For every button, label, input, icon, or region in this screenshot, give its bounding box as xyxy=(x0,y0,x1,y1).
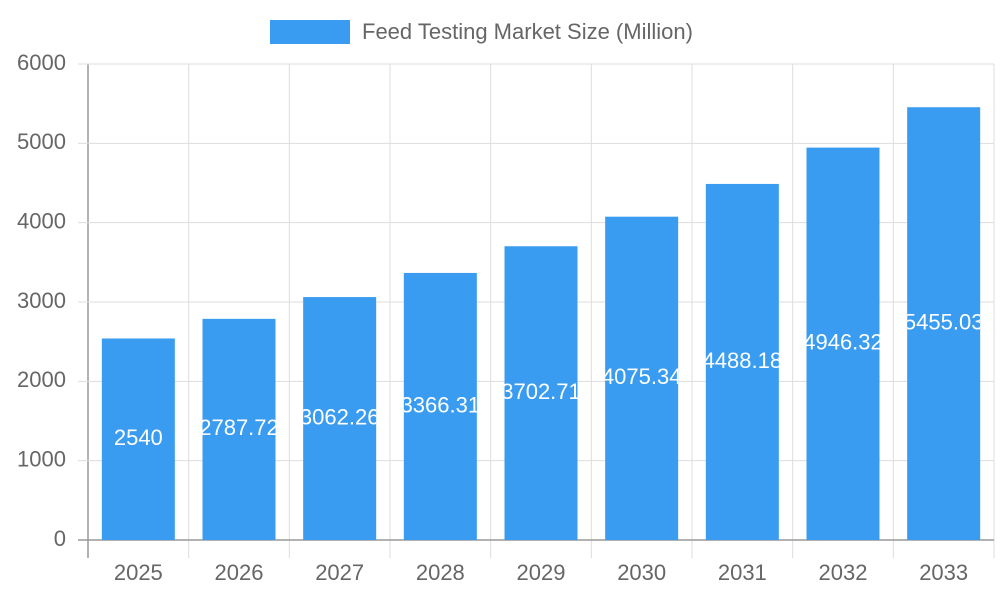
bar xyxy=(806,147,880,540)
y-tick-label: 6000 xyxy=(17,50,66,75)
data-label: 2540 xyxy=(114,425,163,450)
bar xyxy=(202,318,276,540)
bar xyxy=(605,216,679,540)
y-tick-label: 2000 xyxy=(17,367,66,392)
bar xyxy=(303,297,377,540)
bar xyxy=(504,246,578,540)
data-label: 3366.31 xyxy=(401,392,481,417)
legend-label: Feed Testing Market Size (Million) xyxy=(362,19,693,44)
data-label: 4075.34 xyxy=(602,364,682,389)
bar-label-clip: 2540 xyxy=(114,425,163,450)
bar xyxy=(907,107,981,540)
bar xyxy=(101,338,175,540)
x-tick-label: 2030 xyxy=(617,560,666,585)
x-tick-label: 2026 xyxy=(215,560,264,585)
bar xyxy=(705,183,779,540)
bar-label-clip: 4946.32 xyxy=(803,330,883,355)
data-label: 4488.18 xyxy=(703,348,783,373)
bar xyxy=(403,272,477,540)
bar-label-clip: 2787.72 xyxy=(199,415,279,440)
y-tick-label: 3000 xyxy=(17,288,66,313)
bar-label-clip: 3366.31 xyxy=(401,392,481,417)
data-label: 3702.71 xyxy=(501,379,581,404)
bar-label-clip: 3702.71 xyxy=(501,379,581,404)
x-tick-label: 2025 xyxy=(114,560,163,585)
y-tick-label: 1000 xyxy=(17,446,66,471)
data-label: 5455.03 xyxy=(904,309,984,334)
x-tick-label: 2032 xyxy=(819,560,868,585)
bar-label-clip: 4488.18 xyxy=(703,348,783,373)
x-tick-label: 2028 xyxy=(416,560,465,585)
data-label: 2787.72 xyxy=(199,415,279,440)
legend-swatch xyxy=(270,20,350,44)
x-tick-label: 2027 xyxy=(315,560,364,585)
data-label: 4946.32 xyxy=(803,330,883,355)
y-tick-label: 4000 xyxy=(17,208,66,233)
bar-label-clip: 4075.34 xyxy=(602,364,682,389)
bar-label-clip: 5455.03 xyxy=(904,309,984,334)
x-tick-label: 2029 xyxy=(517,560,566,585)
y-tick-label: 0 xyxy=(54,526,66,551)
data-label: 3062.26 xyxy=(300,404,380,429)
y-tick-label: 5000 xyxy=(17,129,66,154)
x-tick-label: 2031 xyxy=(718,560,767,585)
bar-label-clip: 3062.26 xyxy=(300,404,380,429)
x-tick-label: 2033 xyxy=(919,560,968,585)
